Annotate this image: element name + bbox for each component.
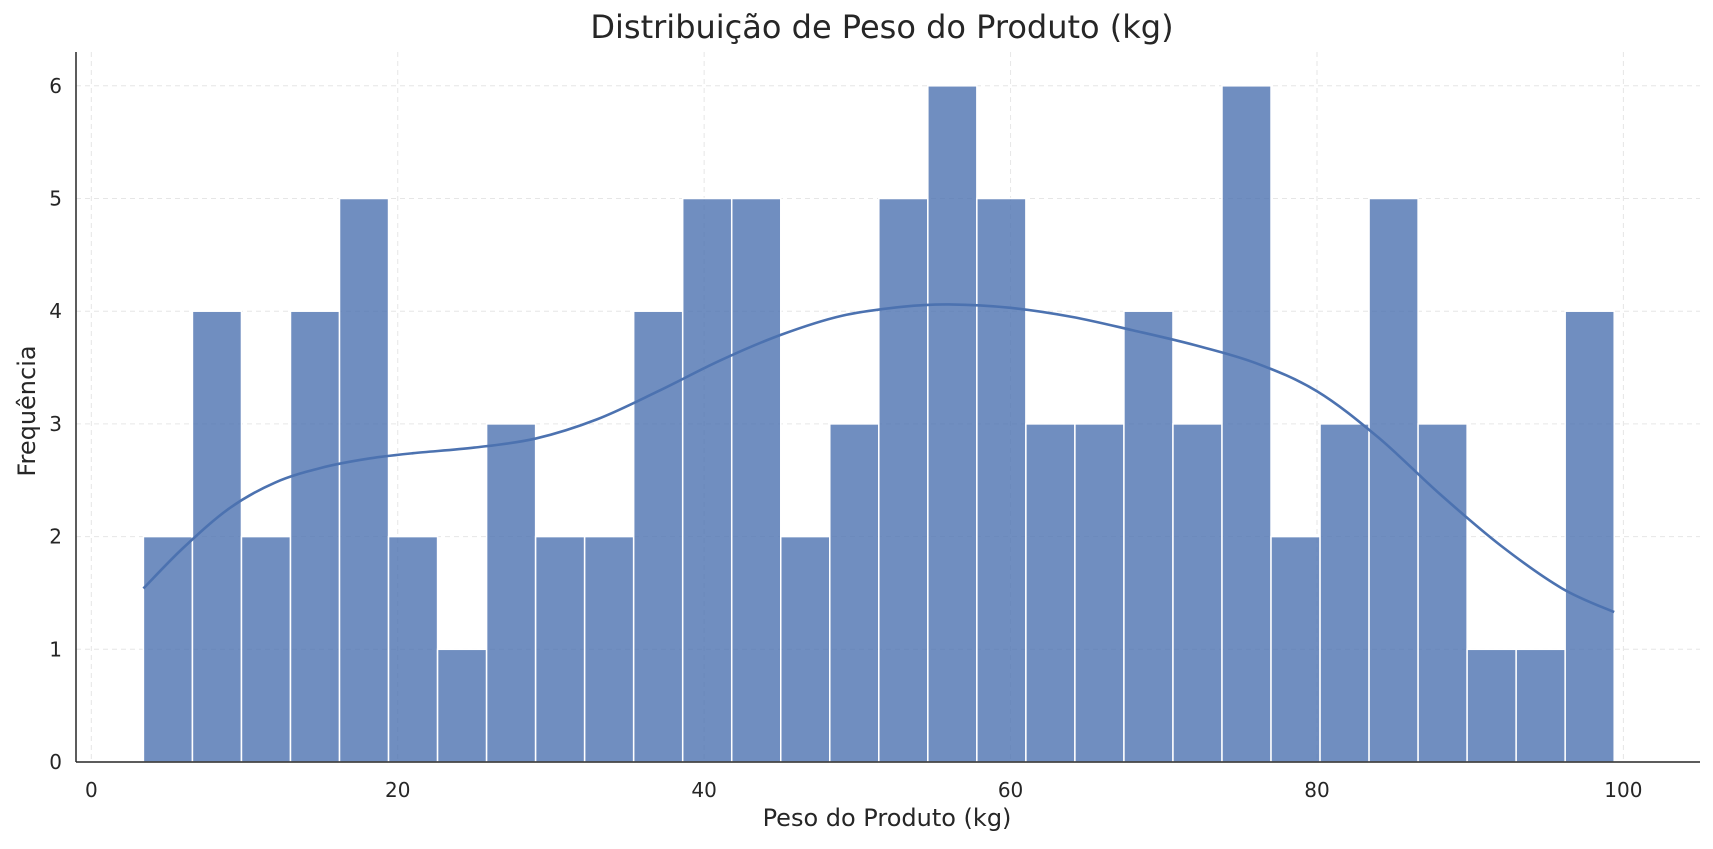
y-tick-label: 5	[49, 187, 62, 211]
histogram-bar	[1221, 85, 1272, 763]
x-tick-label: 0	[85, 778, 98, 802]
histogram-bar	[681, 197, 733, 763]
histogram-bar	[829, 423, 880, 763]
histogram-bar	[1515, 648, 1566, 763]
x-axis-label: Peso do Produto (kg)	[763, 804, 1012, 832]
histogram-bars	[142, 85, 1615, 763]
histogram-bar	[730, 197, 782, 763]
histogram-bar	[1466, 648, 1517, 763]
histogram-bar	[289, 310, 341, 763]
histogram-bar	[583, 535, 635, 763]
histogram-bar	[1368, 197, 1419, 763]
histogram-bar	[1172, 423, 1223, 763]
y-tick-label: 6	[49, 74, 62, 98]
histogram-bar	[1564, 310, 1615, 763]
histogram-bar	[632, 310, 684, 763]
x-tick-label: 60	[998, 778, 1023, 802]
histogram-bar	[534, 535, 586, 763]
y-tick-label: 0	[49, 750, 62, 774]
histogram-bar	[780, 535, 831, 763]
histogram-bar	[1123, 310, 1174, 763]
histogram-bar	[1025, 423, 1076, 763]
histogram-bar	[976, 197, 1027, 763]
histogram-bar	[878, 197, 929, 763]
histogram-bar	[387, 535, 439, 763]
histogram-bar	[191, 310, 243, 763]
x-tick-label: 20	[385, 778, 410, 802]
y-tick-label: 1	[49, 637, 62, 661]
x-tick-label: 80	[1304, 778, 1329, 802]
histogram-bar	[1270, 535, 1321, 763]
histogram-bar	[927, 85, 978, 763]
histogram-bar	[485, 423, 537, 763]
x-axis-ticks: 0 20 40 60 80 100	[85, 778, 1643, 802]
x-tick-label: 100	[1604, 778, 1642, 802]
chart-title: Distribuição de Peso do Produto (kg)	[590, 8, 1173, 46]
histogram-bar	[240, 535, 292, 763]
kde-density-curve	[142, 303, 1615, 614]
y-axis-ticks: 0 1 2 3 4 5 6	[49, 74, 62, 774]
histogram-bar	[142, 535, 194, 763]
histogram-bar	[1417, 423, 1468, 763]
y-tick-label: 2	[49, 525, 62, 549]
histogram-bar	[338, 197, 390, 763]
y-tick-label: 3	[49, 412, 62, 436]
histogram-bar	[436, 648, 488, 763]
histogram-bar	[1319, 423, 1370, 763]
histogram-bar	[1074, 423, 1125, 763]
y-axis-label: Frequência	[13, 345, 41, 476]
y-tick-label: 4	[49, 299, 62, 323]
x-tick-label: 40	[691, 778, 716, 802]
